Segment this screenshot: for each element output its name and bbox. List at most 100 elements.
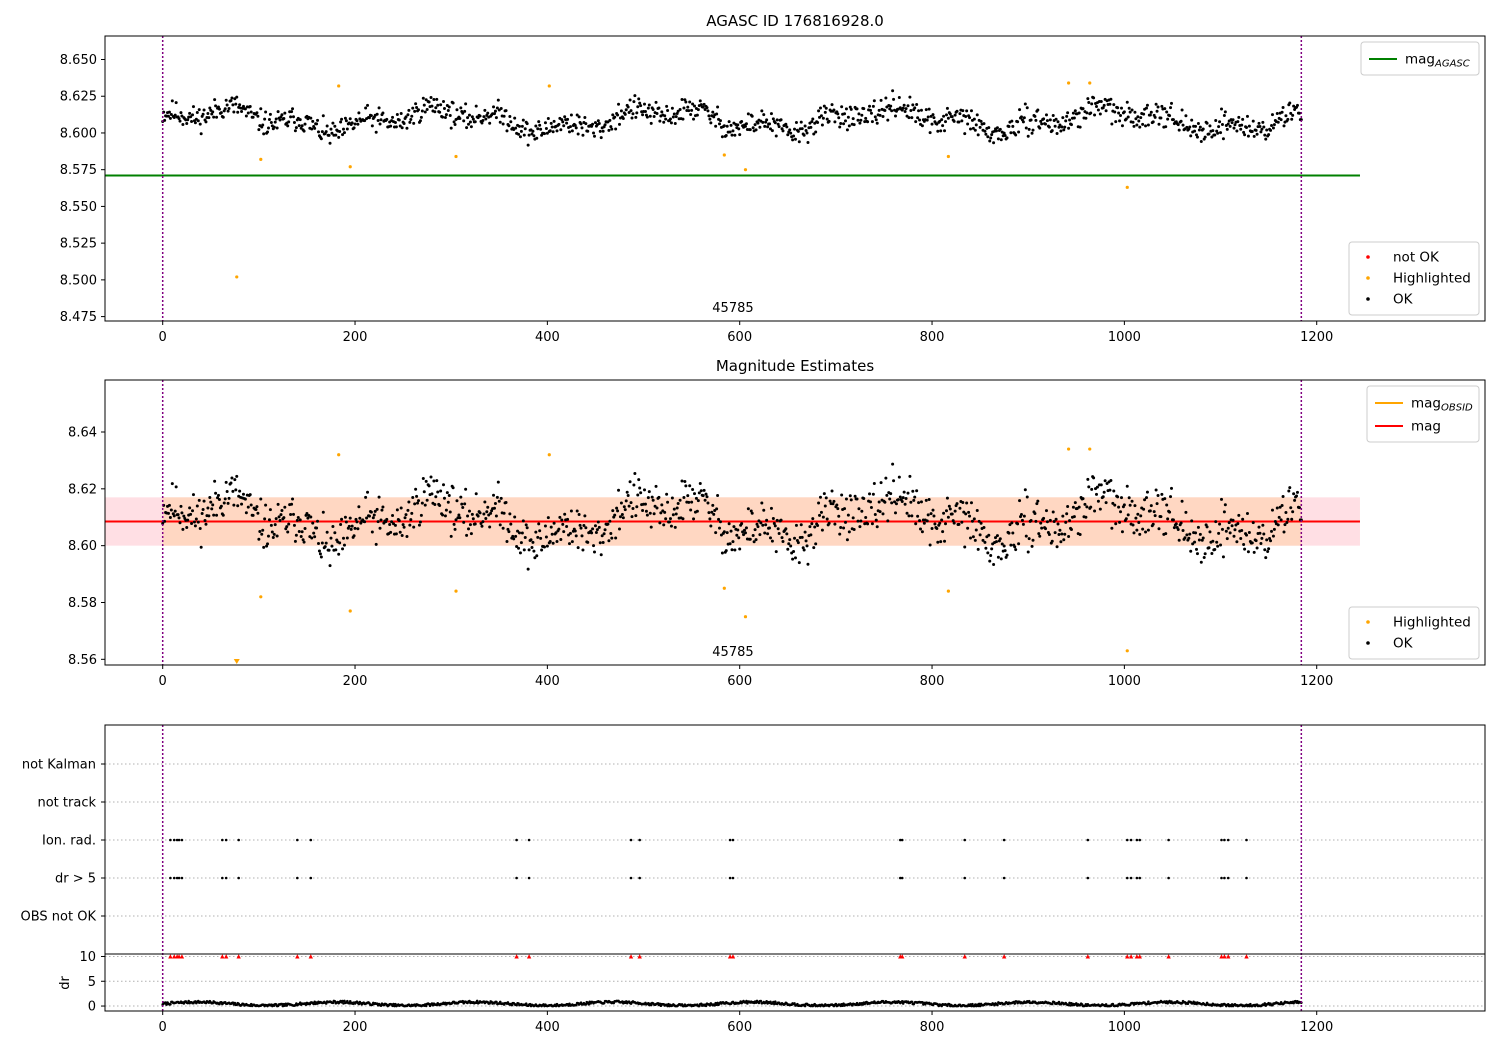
ok-point <box>1235 129 1239 133</box>
ok-point <box>671 513 675 517</box>
ok-point <box>968 514 972 518</box>
ok-point <box>1269 539 1273 543</box>
ok-point <box>797 561 801 565</box>
ok-point <box>1111 501 1115 505</box>
ok-point <box>911 489 915 493</box>
ok-point <box>261 123 265 127</box>
ok-point <box>1013 545 1017 549</box>
ok-point <box>847 530 851 534</box>
ok-point <box>291 107 295 111</box>
ok-point <box>1104 109 1108 113</box>
ok-point <box>230 96 234 100</box>
ok-point <box>969 127 973 131</box>
ok-point <box>933 522 937 526</box>
ok-point <box>579 122 583 126</box>
ok-point <box>729 529 733 533</box>
ok-point <box>480 524 484 528</box>
ok-point <box>481 520 485 524</box>
ok-point <box>594 530 598 534</box>
ok-point <box>995 534 999 538</box>
ok-point <box>1240 123 1244 127</box>
ok-point <box>1099 483 1103 487</box>
ok-point <box>715 112 719 116</box>
ok-point <box>181 123 185 127</box>
ok-point <box>630 116 634 120</box>
ok-point <box>471 517 475 521</box>
ok-point <box>1087 101 1091 105</box>
ok-point <box>944 509 948 513</box>
dr-clip-marker <box>962 954 967 959</box>
ok-point <box>1133 504 1137 508</box>
ok-point <box>260 532 264 536</box>
ok-point <box>1291 510 1295 514</box>
ok-point <box>944 522 948 526</box>
flag-event-point <box>1223 876 1226 880</box>
ok-point <box>607 128 611 132</box>
ok-point <box>822 104 826 108</box>
ok-point <box>944 113 948 117</box>
ok-point <box>828 499 832 503</box>
ok-point <box>665 492 669 496</box>
ok-point <box>860 113 864 117</box>
ok-point <box>1207 132 1211 136</box>
dr-point <box>842 1002 845 1005</box>
ok-point <box>389 124 393 128</box>
ok-point <box>436 490 440 494</box>
ok-point <box>1289 111 1293 115</box>
ok-point <box>966 526 970 530</box>
ok-point <box>333 531 337 535</box>
ok-point <box>181 527 185 531</box>
ok-point <box>566 517 570 521</box>
ok-point <box>535 554 539 558</box>
ok-point <box>1145 103 1149 107</box>
ok-point <box>925 118 929 122</box>
ok-point <box>1104 501 1108 505</box>
ok-point <box>843 112 847 116</box>
ok-point <box>760 109 764 113</box>
ok-point <box>1286 517 1290 521</box>
ok-point <box>744 526 748 530</box>
ok-point <box>1241 517 1245 521</box>
ok-point <box>204 522 208 526</box>
ok-point <box>630 515 634 519</box>
ok-point <box>825 117 829 121</box>
ok-point <box>1220 497 1224 501</box>
ok-point <box>737 536 741 540</box>
ok-point <box>843 520 847 524</box>
dr-clip-marker <box>295 954 300 959</box>
ok-point <box>868 108 872 112</box>
legend-marker-swatch <box>1366 255 1370 259</box>
ok-point <box>842 526 846 530</box>
ok-point <box>994 129 998 133</box>
dr-point <box>347 1001 351 1005</box>
ok-point <box>329 127 333 131</box>
ok-point <box>1086 97 1090 101</box>
ok-point <box>275 126 279 130</box>
ok-point <box>167 110 171 114</box>
ok-point <box>1072 116 1076 120</box>
ok-point <box>1193 540 1197 544</box>
ok-point <box>1045 119 1049 123</box>
highlighted-point <box>722 586 726 590</box>
ok-point <box>793 127 797 131</box>
ok-point <box>1141 527 1145 531</box>
ok-point <box>872 481 876 485</box>
ok-point <box>232 503 236 507</box>
ok-point <box>1292 104 1296 108</box>
ok-point <box>750 114 754 118</box>
ok-point <box>1048 118 1052 122</box>
ok-point <box>410 114 414 118</box>
ok-point <box>489 511 493 515</box>
dr-clip-marker <box>1085 954 1091 959</box>
ok-point <box>1059 129 1063 133</box>
ok-point <box>738 547 742 551</box>
ok-point <box>280 509 284 513</box>
ok-point <box>697 491 701 495</box>
ok-point <box>495 106 499 110</box>
ok-point <box>804 539 808 543</box>
dr-clip-marker <box>1244 954 1249 959</box>
ok-point <box>1157 122 1161 126</box>
flag-event-point <box>172 876 176 880</box>
ok-point <box>904 497 908 501</box>
ok-point <box>1112 489 1116 493</box>
